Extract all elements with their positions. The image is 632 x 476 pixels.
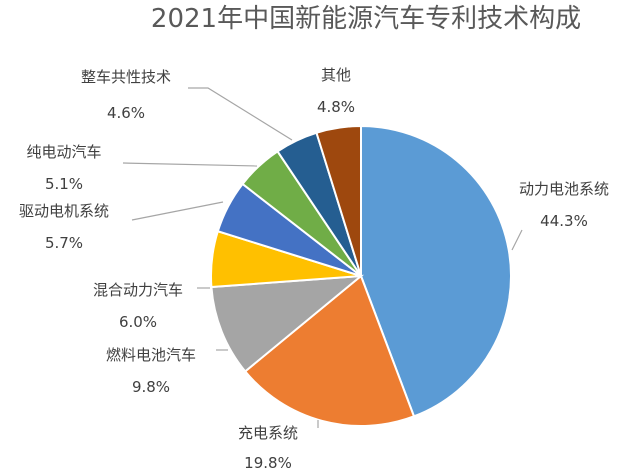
leader-line-pure-electric-vehicle (122, 162, 258, 167)
slice-label-fuel-cell-vehicle: 燃料电池汽车 (106, 346, 196, 364)
slice-label-hybrid-vehicle: 混合动力汽车 (93, 281, 183, 299)
slice-label-pure-electric-vehicle: 纯电动汽车 (26, 143, 101, 161)
pie-slice-charging-system (243, 274, 416, 427)
leader-lines (122, 87, 523, 428)
slice-label-power-battery-system: 动力电池系统 (519, 180, 609, 198)
slice-label-charging-system: 充电系统 (238, 424, 298, 442)
slice-labels: 动力电池系统 44.3% 充电系统 19.8% 燃料电池汽车 9.8% 混合动力汽车 6.0%… (19, 66, 609, 472)
pie-slice-other (315, 124, 362, 277)
slice-value-hybrid-vehicle: 6.0% (119, 313, 157, 331)
leader-line-drive-motor-system (131, 201, 224, 221)
slice-value-charging-system: 19.8% (244, 454, 292, 472)
chart-title: 2021年中国新能源汽车专利技术构成 (151, 4, 581, 34)
slice-value-other: 4.8% (317, 98, 355, 116)
slice-value-drive-motor-system: 5.7% (45, 234, 83, 252)
slice-value-pure-electric-vehicle: 5.1% (45, 175, 83, 193)
slice-value-vehicle-common-tech: 4.6% (107, 104, 145, 122)
leader-line-power-battery-system (511, 229, 523, 251)
slice-value-power-battery-system: 44.3% (540, 212, 588, 230)
leader-line-vehicle-common-tech (188, 87, 293, 141)
pie-slices (210, 124, 513, 427)
pie-slice-fuel-cell-vehicle (210, 274, 365, 373)
slice-label-vehicle-common-tech: 整车共性技术 (81, 68, 171, 86)
slice-label-drive-motor-system: 驱动电机系统 (19, 202, 109, 220)
slice-value-fuel-cell-vehicle: 9.8% (132, 378, 170, 396)
pie-slice-power-battery-system (360, 124, 513, 418)
slice-label-other: 其他 (321, 66, 351, 84)
